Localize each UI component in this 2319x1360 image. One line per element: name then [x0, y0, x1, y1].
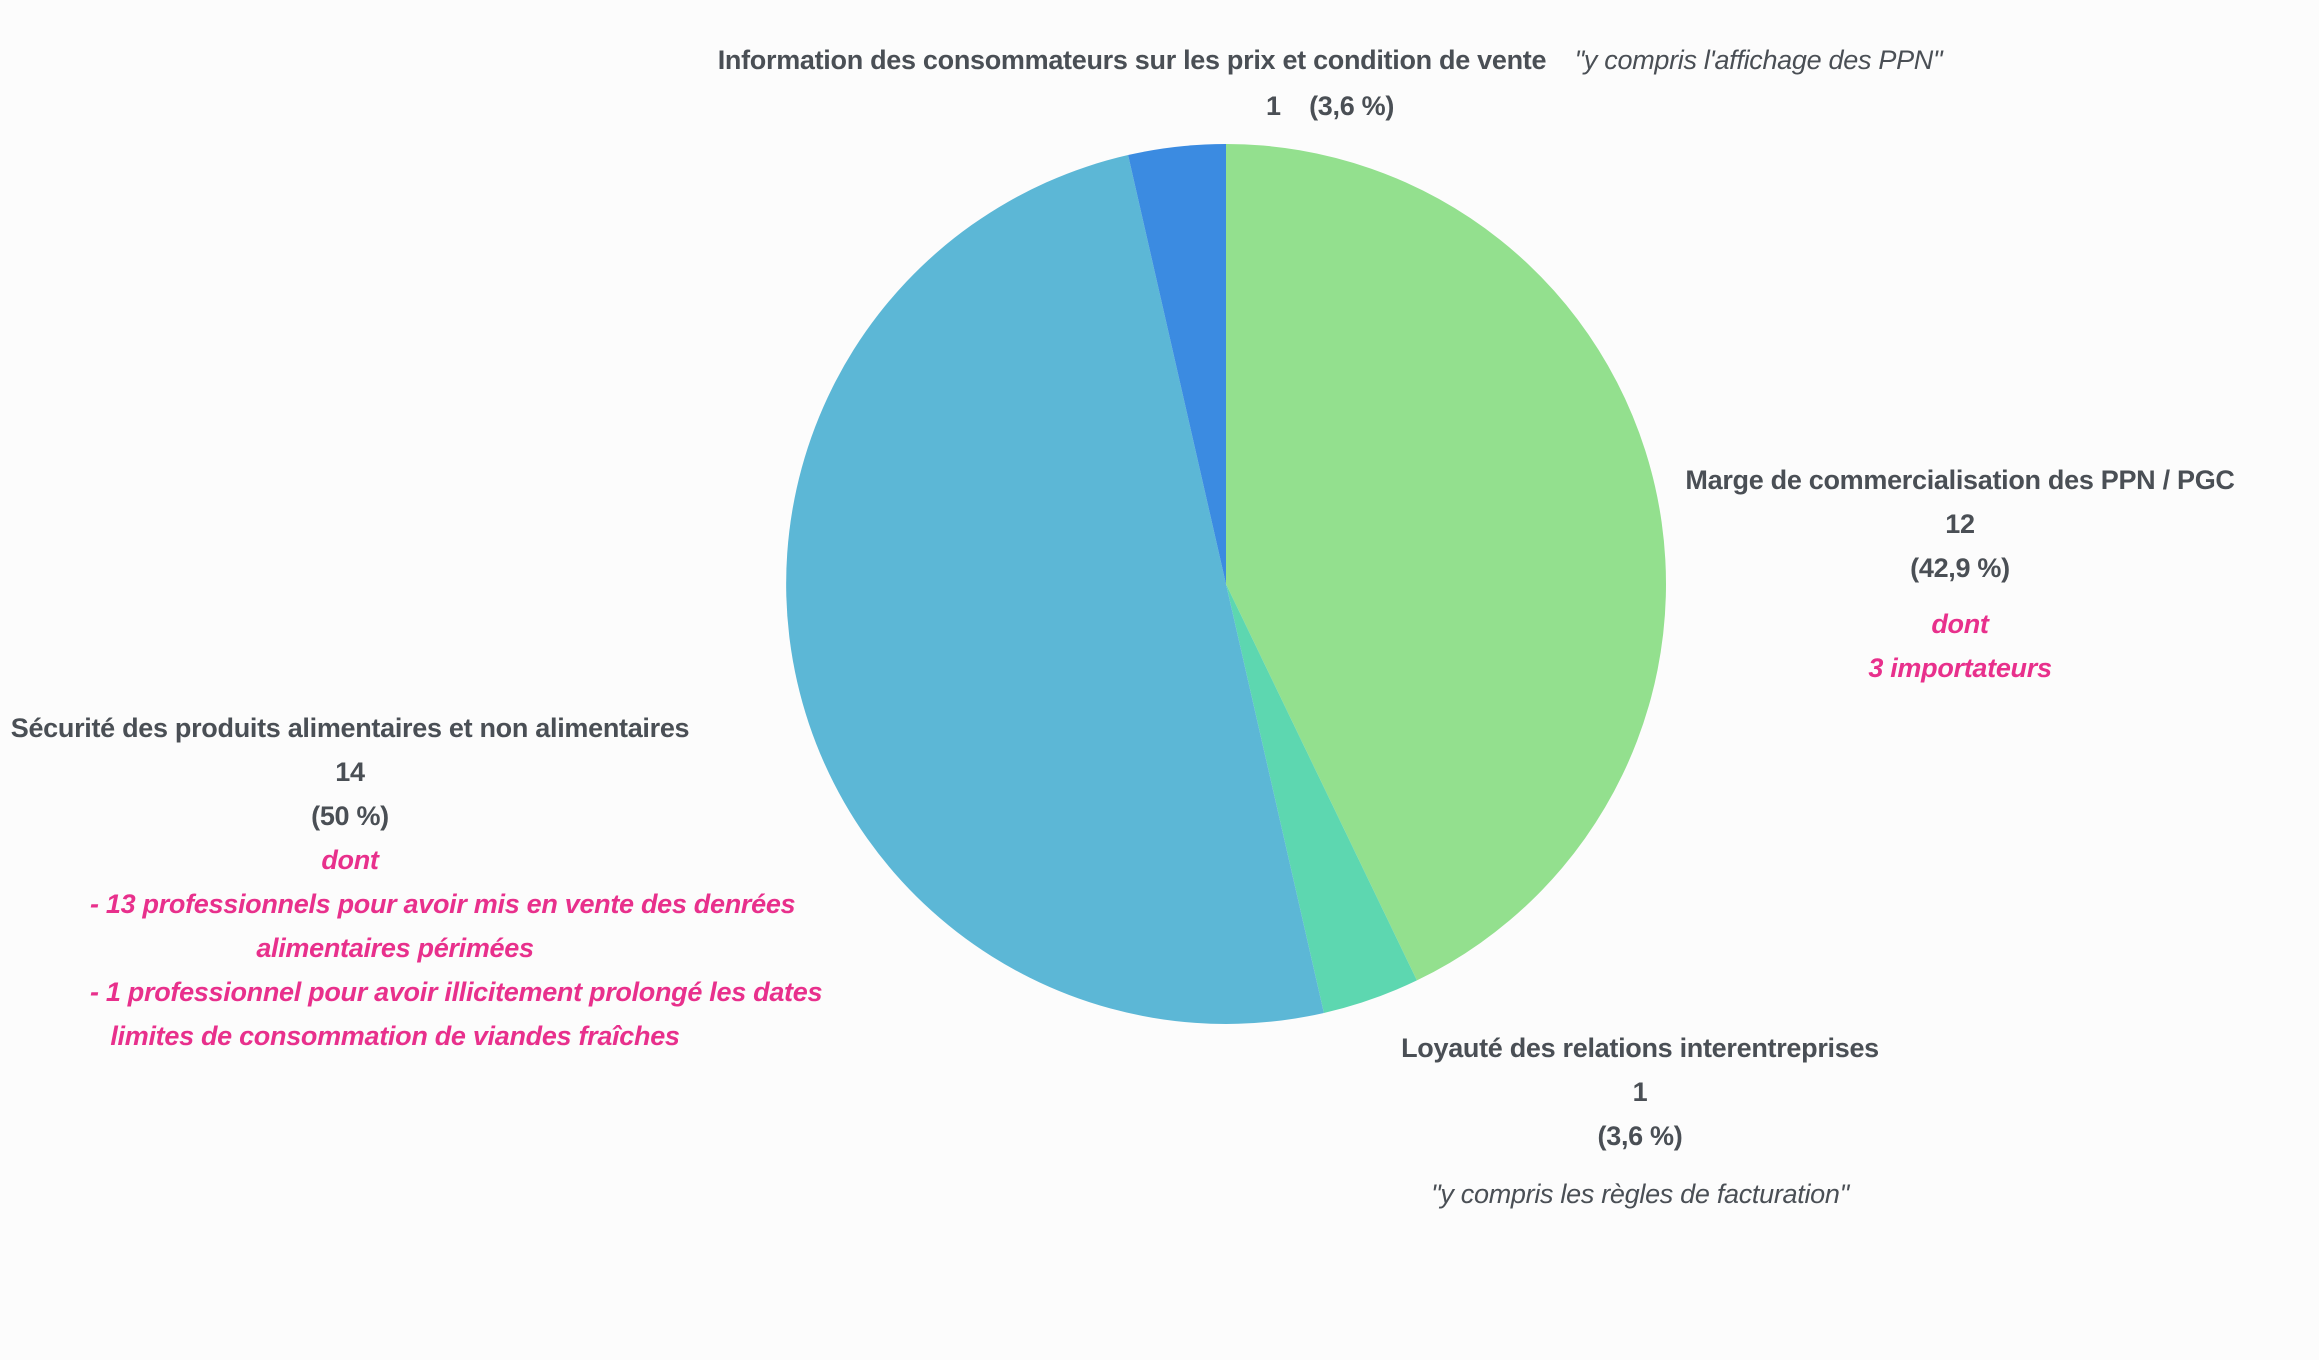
pie-slice-marge: [1226, 144, 1667, 981]
slice-value-securite: 14: [335, 757, 365, 787]
slice-label-info: Information des consommateurs sur les pr…: [660, 36, 2000, 128]
pie-slice-loyaute: [1226, 584, 1417, 1013]
slice-note-loyaute: "y compris les règles de facturation": [1431, 1179, 1849, 1209]
slice-name-info: Information des consommateurs sur les pr…: [717, 45, 1547, 75]
slice-name-marge: Marge de commercialisation des PPN / PGC: [1685, 465, 2235, 495]
slice-label-marge: Marge de commercialisation des PPN / PGC…: [1660, 458, 2260, 690]
slice-detail-securite-2: alimentaires périmées: [256, 933, 534, 963]
slice-percent-marge: (42,9 %): [1910, 553, 2010, 583]
slice-detail-securite-3: - 1 professionnel pour avoir illicitemen…: [90, 977, 823, 1007]
slice-value-loyaute: 1: [1632, 1077, 1648, 1107]
pie-slice-securite: [786, 155, 1324, 1024]
pie-slices: [786, 144, 1667, 1024]
slice-detail-securite-1: - 13 professionnels pour avoir mis en ve…: [90, 889, 796, 919]
slice-detail-marge: 3 importateurs: [1868, 653, 2052, 683]
slice-value-marge: 12: [1945, 509, 1975, 539]
slice-percent-securite: (50 %): [311, 801, 389, 831]
slice-label-loyaute: Loyauté des relations interentreprises 1…: [1340, 1026, 1940, 1216]
slice-label-securite: Sécurité des produits alimentaires et no…: [0, 706, 823, 1058]
slice-detail-intro-securite: dont: [321, 845, 379, 875]
slice-detail-intro-marge: dont: [1931, 609, 1989, 639]
slice-name-loyaute: Loyauté des relations interentreprises: [1401, 1033, 1879, 1063]
slice-detail-securite-4: limites de consommation de viandes fraîc…: [110, 1021, 680, 1051]
slice-value-info: 1: [1265, 91, 1281, 121]
slice-name-securite: Sécurité des produits alimentaires et no…: [10, 713, 690, 743]
slice-percent-loyaute: (3,6 %): [1597, 1121, 1683, 1151]
pie-slice-info: [1128, 144, 1226, 584]
slice-percent-info: (3,6 %): [1309, 91, 1395, 121]
slice-note-info: "y compris l'affichage des PPN": [1574, 45, 1943, 75]
